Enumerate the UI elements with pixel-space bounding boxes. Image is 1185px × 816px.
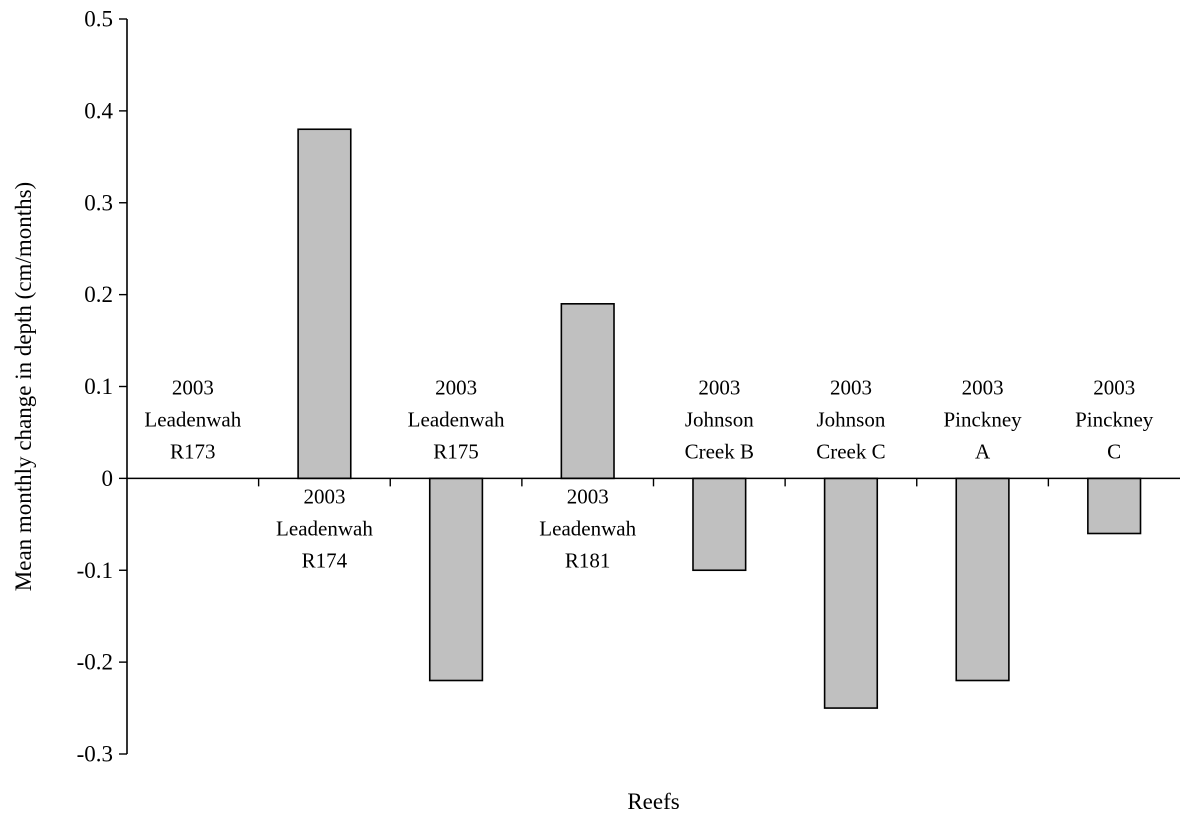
category-label-line: Johnson [685, 407, 754, 431]
category-label-line: R175 [433, 439, 479, 463]
category-label-line: 2003 [1093, 375, 1135, 399]
category-label-line: Pinckney [1075, 407, 1154, 431]
category-label-line: R181 [565, 548, 611, 572]
x-axis-title: Reefs [627, 789, 679, 814]
category-label-line: Johnson [817, 407, 886, 431]
y-tick-label: -0.3 [77, 742, 113, 767]
category-label: 2003 Johnson Creek B [685, 375, 755, 463]
category-label: 2003 Pinckney C [1075, 375, 1154, 463]
category-label-line: A [975, 439, 991, 463]
category-label: 2003 Leadenwah R175 [408, 375, 505, 463]
category-label-line: 2003 [303, 484, 345, 508]
category-label: 2003 Johnson Creek C [816, 375, 886, 463]
category-label: 2003 Leadenwah R181 [539, 484, 636, 572]
category-label-line: 2003 [962, 375, 1004, 399]
plot-area: -0.3 -0.2 -0.1 0 0.1 0.2 0.3 0.4 0.5 2003 Leadenwa… [77, 7, 1180, 767]
category-label-line: Pinckney [943, 407, 1022, 431]
bar [955, 477, 1010, 682]
category-label: 2003 Pinckney A [943, 375, 1022, 463]
category-label: 2003 Leadenwah R174 [276, 484, 373, 572]
bar [692, 477, 747, 572]
bar [560, 303, 615, 480]
y-tick-label: 0 [102, 466, 114, 491]
y-tick-label: -0.1 [77, 558, 113, 583]
category-label: 2003 Leadenwah R173 [144, 375, 241, 463]
bar [297, 128, 352, 480]
category-label-line: 2003 [172, 375, 214, 399]
y-tick-label: 0.5 [84, 7, 113, 32]
category-label-line: Leadenwah [539, 516, 636, 540]
category-label-line: R173 [170, 439, 216, 463]
category-label-line: R174 [302, 548, 348, 572]
category-label-line: 2003 [830, 375, 872, 399]
category-label-line: 2003 [567, 484, 609, 508]
y-tick-label: 0.2 [84, 282, 113, 307]
category-label-line: Creek C [816, 439, 885, 463]
y-tick-label: 0.3 [84, 190, 113, 215]
category-label-line: 2003 [698, 375, 740, 399]
bar [428, 477, 484, 682]
category-label-line: 2003 [435, 375, 477, 399]
category-label-line: Creek B [685, 439, 754, 463]
y-tick-label: -0.2 [77, 650, 113, 675]
category-label-line: C [1107, 439, 1121, 463]
category-label-line: Leadenwah [276, 516, 373, 540]
y-axis-title: Mean monthly change in depth (cm/months) [11, 182, 36, 591]
y-tick-label: 0.1 [84, 374, 113, 399]
y-tick-label: 0.4 [84, 98, 113, 123]
bar [1087, 477, 1142, 535]
category-label-line: Leadenwah [408, 407, 505, 431]
category-label-line: Leadenwah [144, 407, 241, 431]
bar [823, 477, 879, 709]
